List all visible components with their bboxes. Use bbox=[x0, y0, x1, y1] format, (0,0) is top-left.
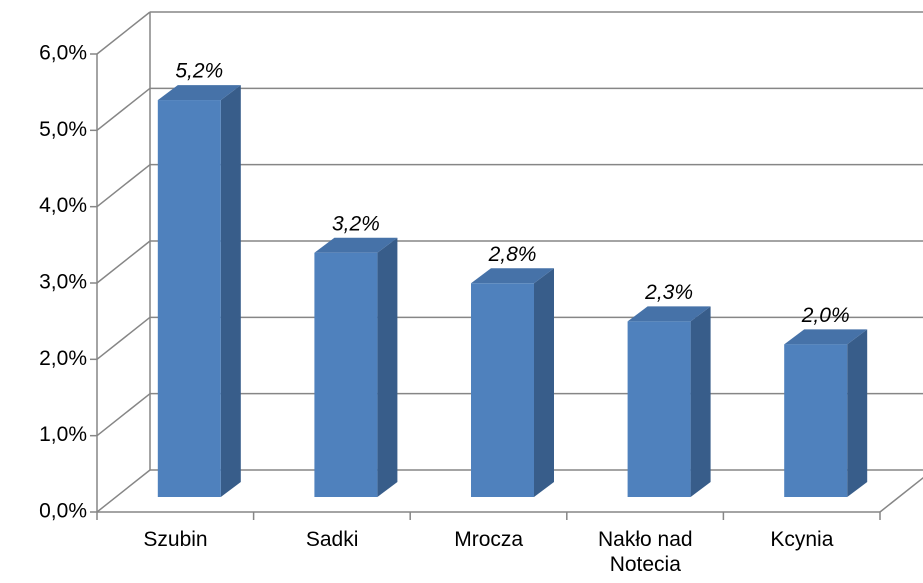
floor-edge bbox=[879, 476, 923, 513]
x-tick-label: Kcynia bbox=[770, 528, 834, 551]
value-label: 5,2% bbox=[175, 60, 223, 83]
bar bbox=[627, 321, 691, 497]
x-tick-label: Szubin bbox=[143, 528, 208, 551]
grid-line bbox=[96, 393, 151, 437]
grid-line bbox=[96, 469, 151, 513]
bar bbox=[157, 100, 221, 498]
x-tick-label: Sadki bbox=[305, 528, 359, 551]
bar-side bbox=[220, 85, 241, 498]
grid-line bbox=[96, 316, 151, 360]
y-tick-label: 6,0% bbox=[39, 42, 87, 65]
value-label: 2,8% bbox=[488, 243, 537, 266]
bar-side bbox=[847, 329, 868, 497]
bar bbox=[784, 344, 848, 497]
grid-line bbox=[96, 240, 151, 284]
bar bbox=[471, 283, 534, 497]
x-tick-label: Mrocza bbox=[454, 528, 524, 551]
bar-top bbox=[627, 306, 711, 322]
value-label: 3,2% bbox=[332, 212, 380, 235]
y-tick-label: 1,0% bbox=[39, 423, 87, 446]
grid-line bbox=[96, 164, 151, 208]
value-label: 2,0% bbox=[801, 304, 850, 327]
grid-line bbox=[96, 87, 151, 131]
bar-top bbox=[157, 85, 241, 101]
y-tick-label: 3,0% bbox=[39, 271, 87, 294]
bar-top bbox=[784, 329, 868, 345]
bar-side bbox=[377, 237, 398, 497]
x-tick-label: Nakło nad Notecia bbox=[598, 528, 693, 576]
bar-top bbox=[471, 268, 554, 284]
bar-top bbox=[314, 237, 398, 253]
grid-line bbox=[96, 11, 151, 55]
y-tick-label: 5,0% bbox=[39, 118, 87, 141]
y-tick-label: 0,0% bbox=[39, 500, 87, 523]
bar bbox=[314, 252, 378, 497]
y-tick-label: 2,0% bbox=[39, 347, 87, 370]
value-label: 2,3% bbox=[644, 281, 693, 304]
y-tick-label: 4,0% bbox=[39, 194, 87, 217]
bar-side bbox=[690, 306, 711, 497]
bar-side bbox=[534, 268, 554, 497]
